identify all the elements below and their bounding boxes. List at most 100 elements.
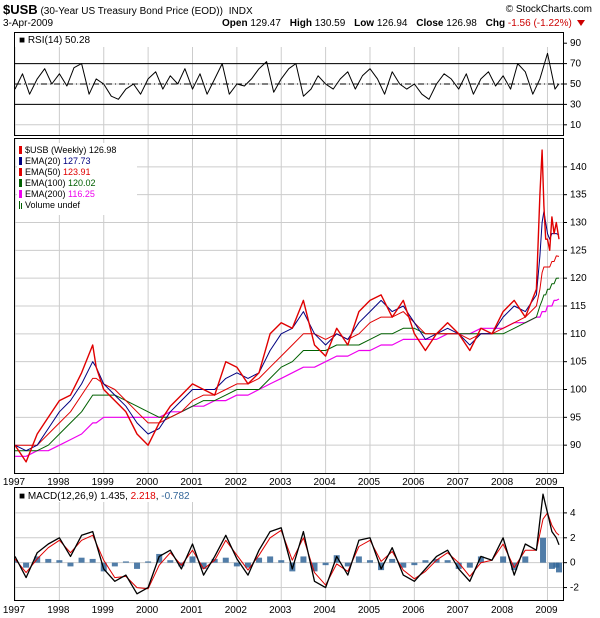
y-tick-label: 30	[570, 99, 582, 110]
macd-histogram-bar	[422, 560, 429, 563]
macd-histogram-bar	[189, 556, 196, 563]
macd-histogram-bar	[278, 560, 285, 563]
x-tick-label: 2001	[180, 477, 203, 488]
price-y-axis: 140 135 130 125 120 115 110 105 100 95 90	[564, 162, 587, 451]
rsi-line	[15, 52, 560, 100]
macd-histogram-bar	[455, 562, 462, 569]
macd-histogram-bar	[233, 562, 240, 567]
y-tick-label: 2	[570, 533, 576, 544]
ema100-line	[15, 277, 560, 452]
macd-line	[15, 493, 560, 595]
macd-histogram-bar	[200, 562, 207, 569]
y-tick-label: 125	[570, 245, 587, 256]
price-x-axis: 1997 1998 1999 2000 2001 2002 2003 2004 2005 2006…	[3, 477, 558, 488]
legend-ema100-label: EMA(100)	[25, 178, 66, 188]
rsi-y-axis: 90 70 50 30 10	[564, 38, 582, 131]
macd-histogram-bar	[444, 560, 451, 563]
macd-histogram-bar	[322, 562, 329, 566]
macd-histogram-bar	[378, 562, 385, 571]
chart-header: $USB (30-Year US Treasury Bond Price (EO…	[3, 2, 253, 17]
y-tick-label: 105	[570, 357, 587, 368]
macd-histogram-bar	[548, 562, 555, 569]
svg-text:EMA(20) 127.73: EMA(20) 127.73	[25, 156, 91, 166]
ema200-line	[15, 298, 560, 457]
rsi-legend: ■ RSI(14) 50.28	[19, 35, 91, 46]
macd-histogram-bar	[67, 562, 74, 567]
macd-histogram-bar	[267, 556, 274, 563]
y-tick-label: 10	[570, 120, 582, 131]
macd-histogram-bar	[134, 562, 141, 569]
y-tick-label: 0	[570, 558, 576, 569]
open-value: 129.47	[250, 18, 281, 29]
legend-ema20-value: 127.73	[63, 156, 91, 166]
svg-text:EMA(50) 123.91: EMA(50) 123.91	[25, 167, 91, 177]
macd-histogram-bar	[511, 562, 518, 571]
legend-ema50-value: 123.91	[63, 167, 91, 177]
macd-histogram-bar	[256, 557, 263, 563]
macd-histogram-bar	[122, 561, 129, 563]
rsi-panel: ■ RSI(14) 50.28	[14, 32, 564, 136]
y-tick-label: 50	[570, 79, 582, 90]
macd-signal-line	[15, 512, 560, 590]
y-tick-label: 140	[570, 162, 587, 173]
y-tick-label: 95	[570, 412, 582, 423]
svg-text:EMA(100) 120.02: EMA(100) 120.02	[25, 178, 96, 188]
macd-histogram-bar	[45, 558, 52, 563]
macd-histogram-bar	[400, 562, 407, 568]
date: 3-Apr-2009	[3, 18, 54, 29]
macd-histogram-bar	[556, 562, 563, 573]
macd-histogram-bar	[23, 562, 30, 568]
x-tick-label: 2000	[136, 605, 159, 616]
rsi-legend-text: RSI(14) 50.28	[28, 35, 91, 46]
macd-histogram-bar	[540, 537, 547, 563]
y-tick-label: -2	[570, 583, 579, 594]
macd-histogram-bar	[111, 562, 118, 567]
macd-legend-value: 1.435	[100, 491, 125, 502]
x-tick-label: 2004	[313, 605, 336, 616]
legend-ema200-label: EMA(200)	[25, 189, 66, 199]
macd-histogram-bar	[300, 556, 307, 563]
low-label: Low	[354, 18, 375, 29]
macd-histogram-bar	[56, 560, 63, 563]
x-tick-label: 2002	[225, 477, 248, 488]
y-tick-label: 130	[570, 218, 587, 229]
x-tick-label: 2005	[358, 477, 381, 488]
legend-ema100-value: 120.02	[68, 178, 96, 188]
price-legend: $USB (Weekly) 126.98 EMA(20) 127.73 EMA(…	[17, 143, 137, 215]
macd-signal-value: 2.218	[131, 491, 156, 502]
y-tick-label: 100	[570, 385, 587, 396]
macd-histogram-bar	[466, 562, 473, 568]
symbol: $USB	[3, 2, 38, 17]
high-label: High	[289, 18, 312, 29]
x-tick-label: 1999	[92, 605, 115, 616]
x-tick-label: 2006	[402, 477, 425, 488]
quote-line: Open 129.47 High 130.59 Low 126.94 Close…	[222, 18, 585, 29]
macd-histogram-bar	[389, 558, 396, 563]
down-arrow-icon	[576, 20, 585, 27]
macd-histogram-bar	[411, 562, 418, 566]
y-tick-label: 115	[570, 301, 586, 312]
macd-histogram-bar	[156, 553, 163, 563]
description: (30-Year US Treasury Bond Price (EOD))	[40, 6, 223, 17]
x-tick-label: 2007	[447, 605, 470, 616]
x-tick-label: 2009	[535, 605, 558, 616]
y-tick-label: 4	[570, 508, 576, 519]
x-tick-label: 1998	[47, 605, 70, 616]
low-value: 126.94	[376, 18, 408, 29]
macd-y-axis: 4 2 0 -2	[564, 508, 579, 594]
x-tick-label: 1998	[47, 477, 70, 488]
legend-usb-value: 126.98	[89, 145, 117, 155]
macd-histogram-bar	[167, 560, 174, 563]
macd-histogram-bar	[222, 557, 229, 563]
legend-ema50-label: EMA(50)	[25, 167, 61, 177]
macd-panel: ■ MACD(12,26,9) 1.435, 2.218, -0.782	[14, 487, 564, 601]
exchange: INDX	[228, 6, 253, 17]
price-line	[15, 149, 560, 463]
x-tick-label: 2001	[180, 605, 203, 616]
legend-ema200-value: 116.25	[68, 189, 95, 199]
macd-hist-value: -0.782	[161, 491, 190, 502]
x-tick-label: 2004	[313, 477, 336, 488]
price-panel: $USB (Weekly) 126.98 EMA(20) 127.73 EMA(…	[14, 138, 564, 474]
macd-histogram-bar	[244, 562, 251, 568]
x-tick-label: 2003	[269, 477, 292, 488]
